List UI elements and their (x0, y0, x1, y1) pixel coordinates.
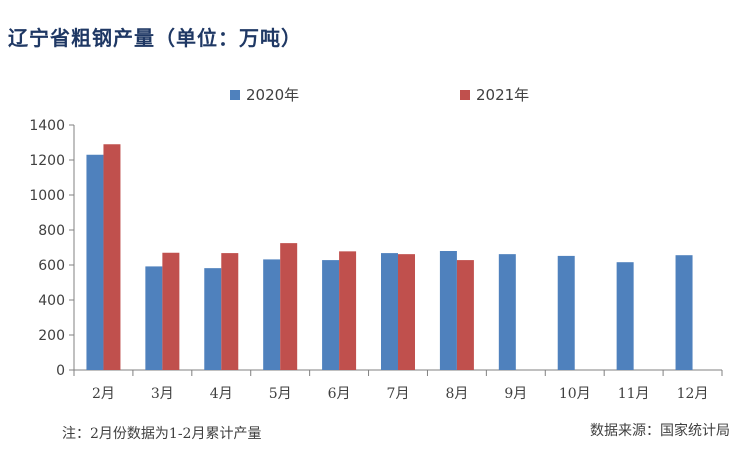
bar-2021年-3月 (162, 252, 180, 370)
bar-2021年-7月 (398, 254, 415, 370)
y-tick-label: 1000 (29, 188, 65, 204)
bar-2020年-8月 (439, 251, 457, 370)
legend-item-2021: 2021年 (460, 84, 529, 105)
bar-2020年-9月 (498, 254, 516, 370)
y-tick-label: 1400 (29, 118, 65, 134)
x-tick-label: 11月 (618, 386, 650, 402)
bar-2021年-5月 (280, 243, 298, 370)
x-tick-label: 6月 (328, 386, 351, 402)
x-tick-label: 8月 (445, 386, 468, 402)
footnote: 注：2月份数据为1-2月累计产量 (62, 426, 262, 442)
x-tick-label: 9月 (504, 386, 527, 402)
legend-swatch-2021 (460, 89, 470, 100)
y-tick-label: 800 (38, 223, 65, 239)
bar-2020年-11月 (616, 262, 634, 370)
bar-2020年-2月 (86, 154, 104, 370)
bar-2020年-5月 (263, 259, 281, 370)
x-tick-label: 5月 (269, 386, 292, 402)
bar-2020年-6月 (322, 260, 340, 370)
bar-2021年-2月 (103, 144, 121, 370)
legend-label-2021: 2021年 (476, 86, 530, 104)
legend-item-2020: 2020年 (230, 84, 299, 105)
x-tick-label: 7月 (387, 386, 410, 402)
bar-2020年-3月 (145, 266, 163, 370)
legend-swatch-2020 (230, 89, 240, 100)
x-tick-label: 10月 (559, 386, 591, 402)
y-tick-label: 200 (38, 328, 65, 344)
bar-2020年-12月 (675, 255, 693, 370)
bar-2021年-6月 (339, 251, 357, 370)
data-source: 数据来源：国家统计局 (590, 423, 730, 439)
x-tick-label: 3月 (151, 386, 174, 402)
y-tick-label: 400 (38, 293, 65, 309)
x-tick-label: 2月 (92, 386, 115, 402)
y-tick-label: 1200 (29, 153, 65, 169)
legend-label-2020: 2020年 (246, 86, 300, 104)
bar-2020年-7月 (381, 253, 398, 370)
y-tick-label: 0 (56, 363, 65, 379)
x-tick-label: 12月 (677, 386, 709, 402)
bar-2021年-4月 (221, 253, 239, 370)
bar-2021年-8月 (456, 260, 474, 370)
bar-2020年-10月 (557, 255, 575, 370)
chart-title: 辽宁省粗钢产量（单位：万吨） (8, 26, 302, 50)
legend: 2020年 2021年 (0, 84, 750, 108)
y-tick-label: 600 (38, 258, 65, 274)
bar-2020年-4月 (204, 268, 222, 370)
x-tick-label: 4月 (210, 386, 233, 402)
